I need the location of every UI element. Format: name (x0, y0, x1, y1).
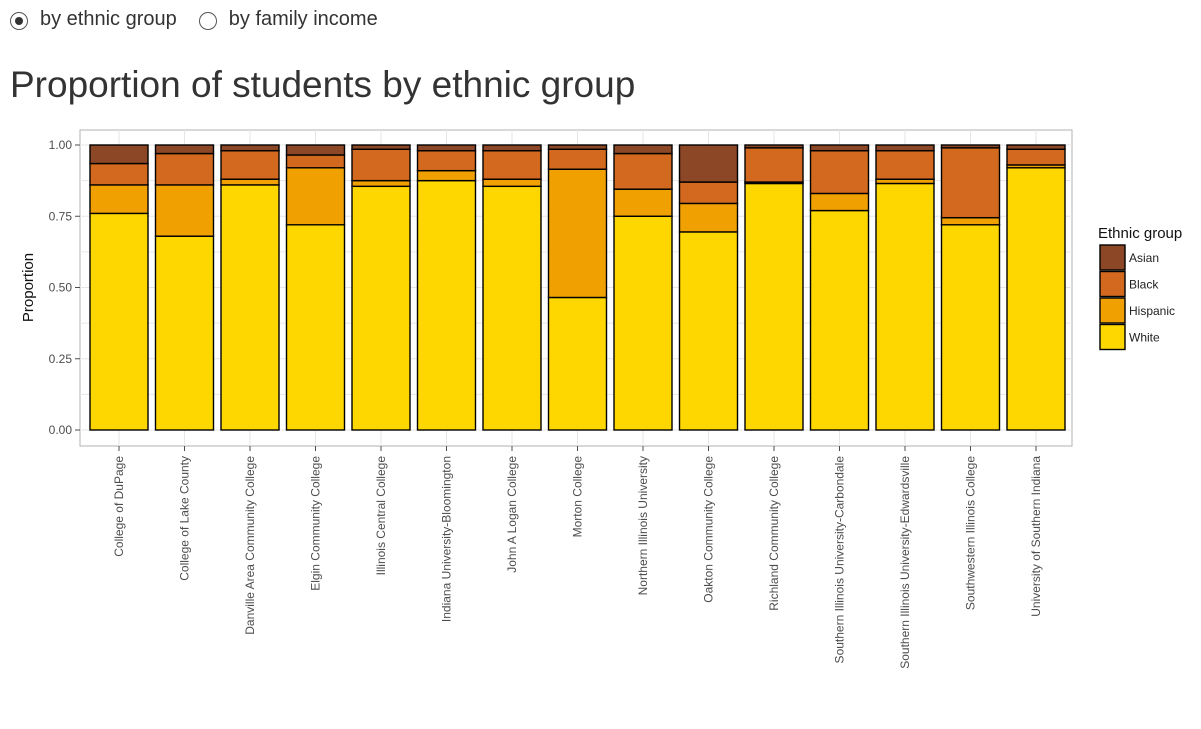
bar-segment-white (154, 235, 215, 431)
x-tick-label: Richland Community College (767, 456, 781, 611)
bar-segment-black (547, 148, 608, 170)
bar-segment-asian (940, 144, 1001, 149)
bar-segment-white (220, 184, 280, 431)
bar-segment-black (416, 150, 477, 172)
x-tick-label: College of DuPage (112, 456, 126, 557)
bar-segment-hispanic (809, 192, 870, 212)
bar-segment-asian (154, 144, 215, 155)
bar-segment-white (613, 215, 673, 431)
bar-segment-asian (613, 144, 673, 155)
radio-by-family-income[interactable]: by family income (198, 6, 378, 32)
bar-segment-white (1006, 167, 1066, 431)
bar-segment-asian (1006, 144, 1066, 150)
radio-by-ethnic-group[interactable]: by ethnic group (10, 6, 177, 32)
y-tick-label: 1.00 (49, 138, 73, 152)
x-tick-label: Southern Illinois University-Carbondale (833, 456, 847, 664)
x-tick-label: Morton College (571, 456, 585, 538)
bar-segment-asian (351, 144, 411, 150)
bar-segment-white (482, 185, 542, 431)
bar-segment-hispanic (678, 202, 739, 233)
bar-segment-black (482, 150, 542, 180)
bar-segment-black (613, 152, 673, 190)
bar-segment-black (678, 181, 739, 205)
y-tick-label: 0.25 (49, 352, 73, 366)
bar-segment-black (1006, 148, 1066, 166)
x-tick-label: College of Lake County (178, 456, 192, 581)
stacked-bar-chart: 0.00 0.25 0.50 0.75 1.00 Proportion College of… (20, 129, 1182, 669)
bar-segment-white (744, 182, 804, 431)
legend-label-asian: Asian (1129, 251, 1159, 265)
bar-segment-black (351, 148, 411, 182)
radio-circle-unselected-icon[interactable] (198, 11, 217, 30)
bar-segment-hispanic (154, 184, 215, 237)
bar-segment-hispanic (416, 169, 477, 182)
x-tick-label: John A Logan College (505, 456, 519, 573)
x-tick-label: Elgin Community College (309, 456, 323, 591)
bar-segment-asian (220, 144, 280, 152)
bar-segment-hispanic (613, 188, 673, 217)
bar-segment-hispanic (351, 179, 411, 188)
bar-segment-asian (809, 144, 870, 152)
x-tick-label: Northern Illinois University (636, 456, 650, 595)
bar-segment-black (154, 152, 215, 186)
bar-segment-black (285, 154, 346, 169)
bar-segment-white (89, 212, 149, 431)
x-tick-label: Danville Area Community College (243, 456, 257, 635)
y-tick-label: 0.75 (49, 209, 73, 223)
bar-segment-black (940, 147, 1001, 219)
legend-label-black: Black (1129, 278, 1159, 292)
bar-segment-black (875, 150, 935, 180)
bar-segment-black (220, 150, 280, 180)
bar-segment-hispanic (547, 168, 608, 299)
bar-segment-asian (547, 144, 608, 150)
legend-key-white (1099, 323, 1126, 351)
bar-segment-white (875, 182, 935, 431)
bar-segment-hispanic (89, 184, 149, 215)
bar-segment-white (416, 179, 477, 431)
x-tick-label: Illinois Central College (374, 456, 388, 576)
radio-circle-selected-icon[interactable] (10, 11, 28, 30)
legend-key-hispanic (1099, 297, 1126, 324)
bar-segment-hispanic (285, 167, 346, 226)
bar-segment-asian (875, 144, 935, 152)
page-title: Proportion of students by ethnic group (10, 64, 636, 105)
bar-segment-hispanic (482, 178, 542, 188)
y-tick-label: 0.00 (49, 423, 73, 437)
bar-segment-hispanic (940, 216, 1001, 226)
bar-segment-white (351, 185, 411, 431)
bar-segment-asian (89, 144, 149, 165)
bar-segment-asian (416, 144, 477, 152)
x-tick-label: Indiana University-Bloomington (440, 456, 454, 622)
bar-segment-asian (744, 144, 804, 149)
bar-segment-black (809, 150, 870, 195)
x-tick-label: University of Southern Indiana (1029, 456, 1043, 617)
x-tick-label: Oakton Community College (702, 456, 716, 603)
bar-segment-white (678, 231, 739, 431)
legend-title: Ethnic group (1098, 225, 1182, 242)
legend-label-hispanic: Hispanic (1129, 304, 1175, 318)
bar-segment-white (547, 296, 608, 431)
bar-segment-white (285, 224, 346, 431)
radio-label-ethnic: by ethnic group (40, 8, 177, 30)
display-mode-radio-group: by ethnic group by family income (10, 6, 400, 32)
bar-segment-white (809, 209, 870, 431)
bar-segment-asian (678, 144, 739, 183)
bar-segment-black (89, 162, 149, 186)
bar-segment-asian (482, 144, 542, 152)
y-axis-title: Proportion (20, 253, 37, 322)
bar-segment-hispanic (220, 178, 280, 186)
x-tick-label: Southern Illinois University-Edwardsvill… (898, 456, 912, 669)
legend-key-black (1099, 270, 1126, 298)
legend-label-white: White (1129, 331, 1160, 345)
bar-segment-black (744, 147, 804, 183)
x-tick-label: Southwestern Illinois College (964, 456, 978, 610)
radio-label-income: by family income (228, 8, 378, 30)
legend-key-asian (1099, 244, 1126, 271)
y-tick-label: 0.50 (49, 281, 73, 295)
bar-segment-white (940, 224, 1001, 431)
bar-segment-asian (285, 144, 346, 156)
